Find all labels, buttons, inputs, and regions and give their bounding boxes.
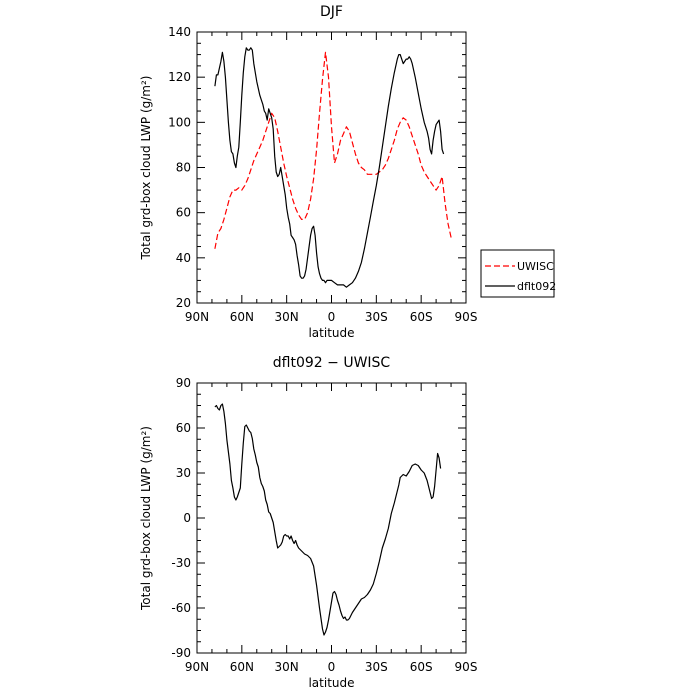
y-tick-label: 0 [183,511,191,525]
series-line-dflt092 [214,47,445,288]
x-axis-label: latitude [308,676,354,690]
chart-difference: 90N 60N 30N 0 30S 60S 90S -90 -60 -30 0 30 60 90 dflt0… [139,355,477,690]
legend-box [480,249,555,298]
x-tick-label: 90S [455,660,478,674]
y-tick-label: 120 [168,70,191,84]
y-axis-label: Total grd-box cloud LWP (g/m²) [139,426,153,611]
series-line-uwisc [214,51,452,249]
x-tick-label: 90N [185,660,209,674]
x-tick-label: 30S [365,660,388,674]
y-tick-label: -90 [171,646,191,660]
y-tick-label: -60 [171,601,191,615]
y-tick-label: 20 [176,296,191,310]
x-tick-label: 60S [410,660,433,674]
x-tick-label: 30N [275,310,299,324]
x-tick-label: 90S [455,310,478,324]
x-tick-label: 60N [230,310,254,324]
chart-djf: 90N 60N 30N 0 30S 60S 90S 20 40 60 80 100 120 140 DJF l… [139,4,556,340]
y-tick-label: 60 [176,421,191,435]
legend-label: UWISC [517,260,554,273]
chart-title: DJF [320,4,343,20]
x-axis-label: latitude [308,326,354,340]
x-tick-label: 60S [410,310,433,324]
y-tick-label: 100 [168,115,191,129]
chart-title: dflt092 − UWISC [273,355,391,371]
x-tick-label: 30S [365,310,388,324]
y-axis-label: Total grd-box cloud LWP (g/m²) [139,76,153,261]
y-tick-label: 90 [176,376,191,390]
y-tick-label: -30 [171,556,191,570]
x-tick-label: 0 [328,310,336,324]
x-tick-label: 0 [328,660,336,674]
x-tick-label: 90N [185,310,209,324]
y-tick-label: 40 [176,251,191,265]
x-tick-label: 60N [230,660,254,674]
series-line-difference [214,403,442,636]
y-tick-label: 60 [176,206,191,220]
legend-label: dflt092 [517,280,556,293]
x-tick-label: 30N [275,660,299,674]
legend: UWISC dflt092 [480,249,556,298]
y-tick-label: 80 [176,161,191,175]
y-tick-label: 30 [176,466,191,480]
y-tick-label: 140 [168,25,191,39]
